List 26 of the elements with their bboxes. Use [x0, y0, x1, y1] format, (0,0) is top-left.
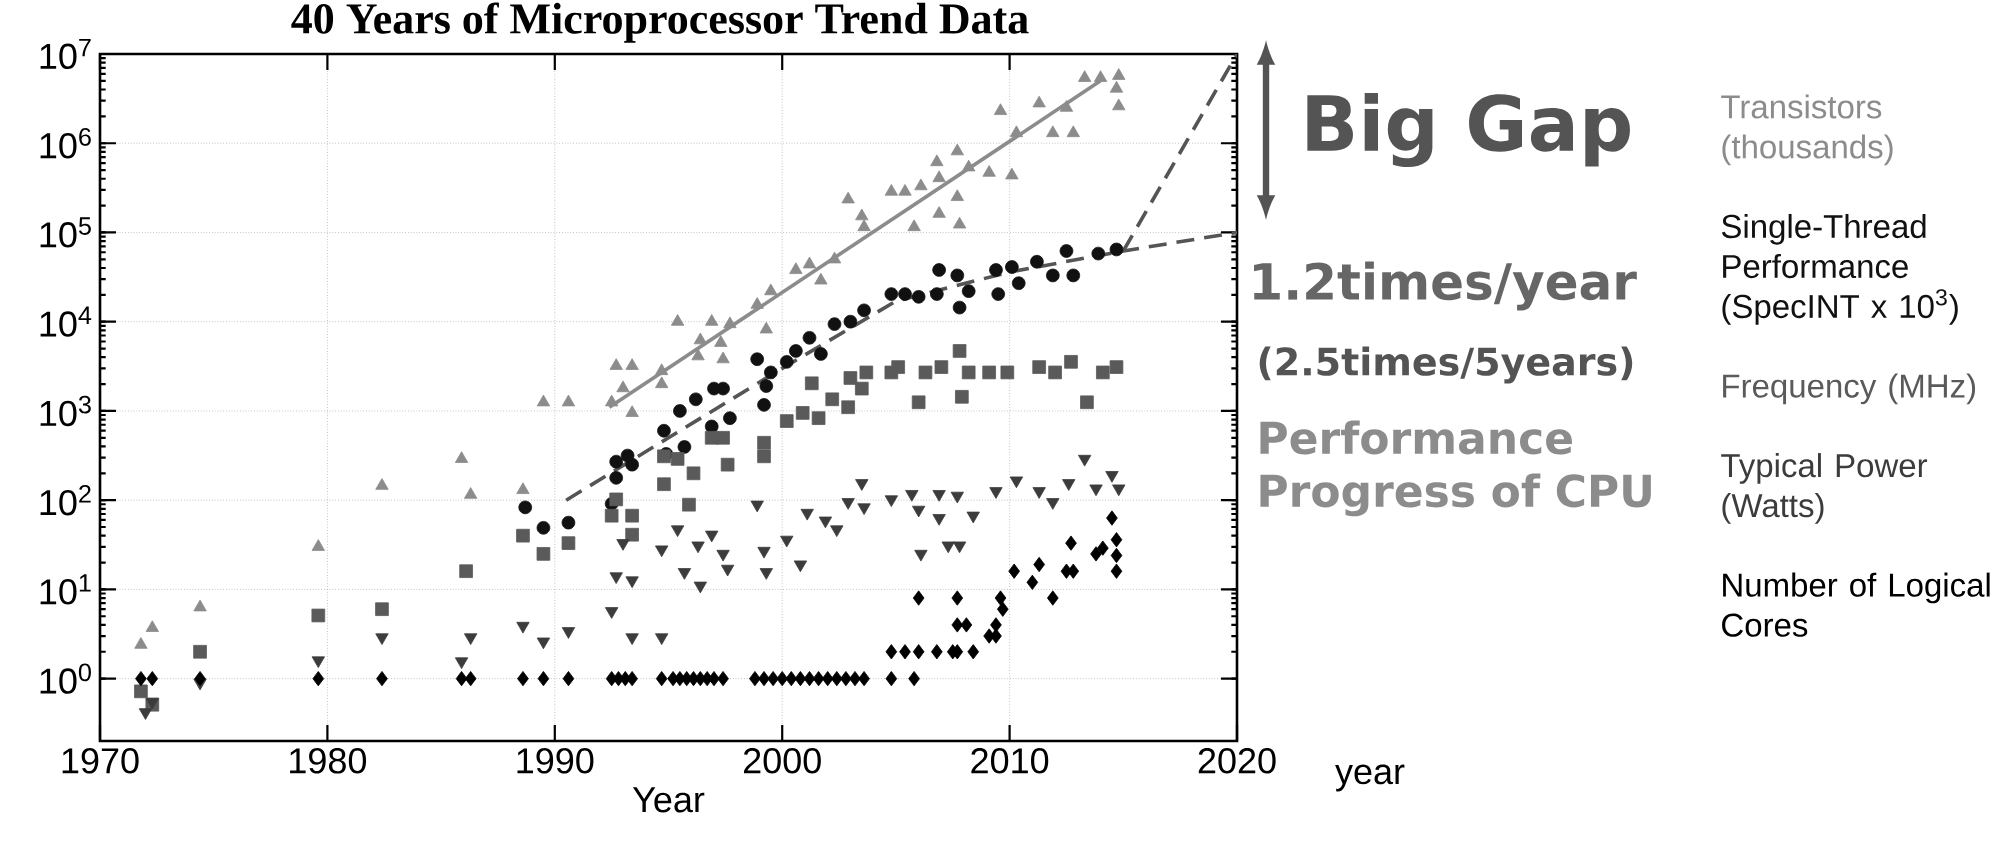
text: Transistors (thousands) — [1721, 94, 1893, 166]
text: year — [1335, 764, 1405, 792]
text: Performance Progress of CPU — [1260, 420, 1651, 517]
x-tick-label: 2020 — [1198, 748, 1276, 774]
text: Frequency (MHz) — [1723, 373, 1976, 405]
x-tick-label: 2000 — [743, 748, 821, 774]
y-tick-label: 10$^{4}$ — [40, 306, 92, 337]
text: Single-Thread Performance (SpecINT x 10$^{3}$) — [1721, 213, 1958, 325]
x-tick-label: 1990 — [517, 748, 594, 774]
x-tick-label: 1980 — [290, 748, 367, 774]
text: Big Gap — [1307, 92, 1630, 168]
x-tick-label: 2010 — [971, 748, 1049, 774]
y-tick-label: 10$^{1}$ — [40, 574, 91, 605]
y-tick-label: 10$^{6}$ — [40, 127, 91, 159]
x-axis-title: Year — [632, 787, 705, 813]
y-tick-label: 10$^{3}$ — [40, 395, 91, 427]
chart-title: 40 Years of Microprocessor Trend Data — [291, 2, 1029, 43]
y-tick-label: 10$^{5}$ — [40, 217, 91, 248]
x-tick-label: 1970 — [62, 748, 139, 774]
y-tick-label: 10$^{0}$ — [40, 663, 91, 694]
text: Number of Logical Cores — [1722, 572, 1990, 637]
text: 1.2times/year — [1254, 261, 1637, 311]
text: Typical Power (Watts) — [1721, 453, 1928, 524]
y-tick-label: 10$^{7}$ — [40, 38, 91, 70]
text: (2.5times/5years) — [1259, 346, 1633, 384]
y-tick-label: 10$^{2}$ — [40, 484, 91, 516]
